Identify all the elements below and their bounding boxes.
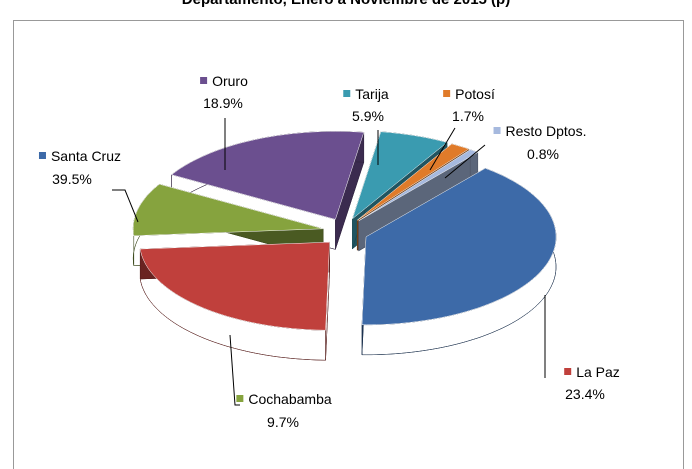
slice-label: Resto Dptos.	[506, 123, 587, 139]
slice-value-label: 23.4%	[565, 386, 605, 402]
leader-line	[444, 144, 486, 179]
leader-line	[229, 334, 240, 406]
label-swatch	[443, 90, 451, 97]
label-swatch	[38, 152, 46, 159]
slice-label: Tarija	[355, 86, 389, 102]
chart-title: Departamento, Enero a Noviembre de 2015 …	[182, 0, 510, 8]
slice-value-label: 9.7%	[267, 414, 299, 430]
slice	[357, 143, 470, 221]
label-swatch	[200, 77, 208, 84]
slice	[358, 149, 479, 222]
slice	[361, 168, 557, 326]
slice-label: Cochabamba	[248, 391, 331, 407]
leader-line	[112, 189, 139, 223]
slice	[132, 183, 324, 236]
labels: Tarija 5.9% Potosí 1.7% Resto Dptos. 0.8% Sant…	[38, 73, 620, 430]
slice-value-label: 39.5%	[52, 171, 92, 187]
slice-value-label: 18.9%	[203, 95, 243, 111]
pie-tops	[132, 131, 557, 331]
slice	[171, 131, 365, 220]
label-swatch	[236, 395, 244, 402]
label-swatch	[343, 90, 351, 97]
slice-label: Potosí	[455, 86, 495, 102]
leader-line	[429, 127, 456, 171]
slice-value-label: 5.9%	[352, 108, 384, 124]
slice	[139, 241, 330, 331]
slice-label: Oruro	[212, 73, 248, 89]
label-swatch	[564, 368, 572, 375]
slice-label: Santa Cruz	[51, 148, 121, 164]
slice-value-label: 1.7%	[452, 108, 484, 124]
slice-value-label: 0.8%	[527, 146, 559, 162]
label-swatch	[493, 127, 501, 134]
slice-label: La Paz	[576, 364, 620, 380]
slice	[351, 131, 448, 220]
